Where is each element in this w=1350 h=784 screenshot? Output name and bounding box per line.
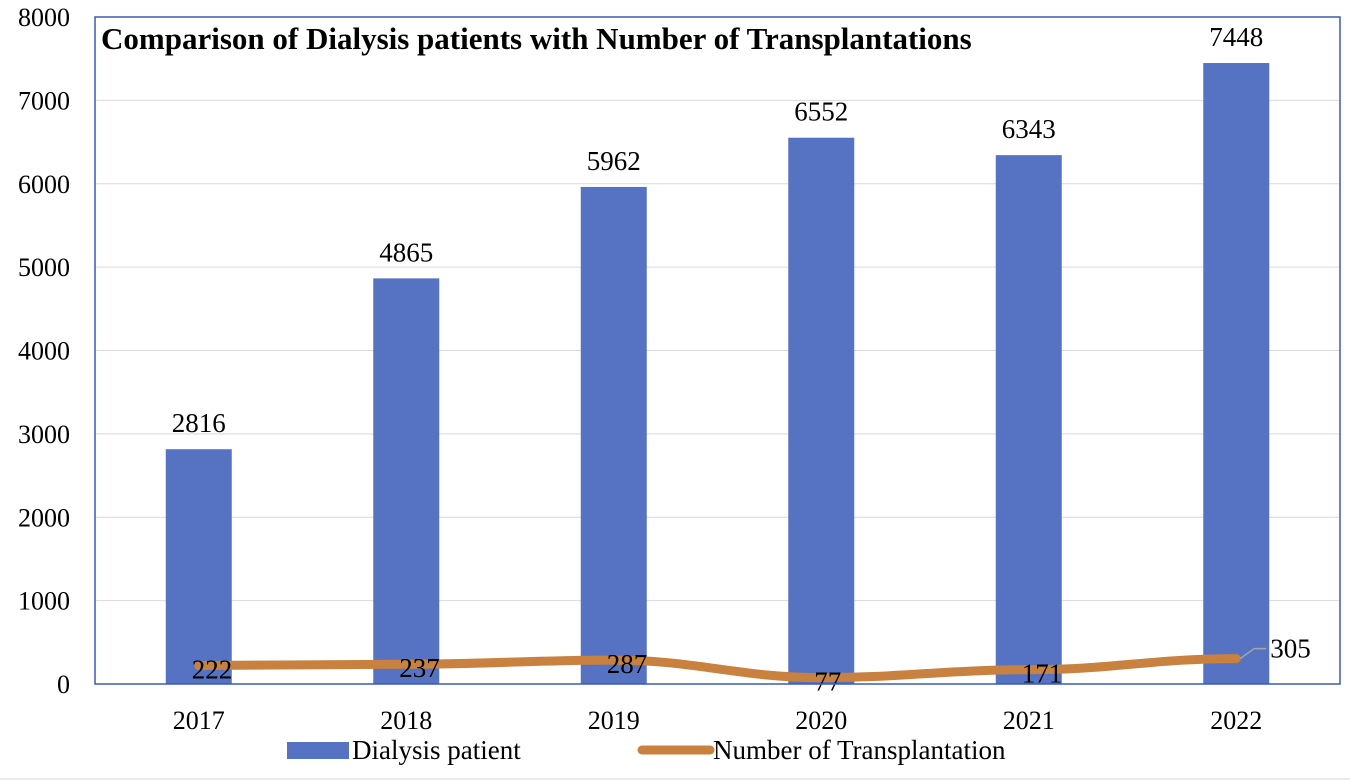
x-tick-label: 2020 (795, 706, 847, 735)
line-data-label: 222 (192, 654, 233, 684)
bar-dialysis-2019 (580, 186, 647, 684)
line-point-2019 (609, 655, 619, 665)
bar-series: 2816 4865 5962 6552 6343 7448 (165, 22, 1270, 685)
bar-data-label: 5962 (587, 146, 641, 176)
line-data-label: 77 (814, 667, 841, 697)
line-data-label: 305 (1270, 634, 1311, 664)
y-tick-label: 1000 (18, 587, 70, 616)
y-tick-label: 5000 (18, 253, 70, 282)
bar-data-label: 6552 (794, 97, 848, 127)
y-tick-label: 3000 (18, 420, 70, 449)
x-tick-label: 2021 (1003, 706, 1055, 735)
bar-dialysis-2020 (788, 137, 855, 685)
x-tick-label: 2022 (1210, 706, 1262, 735)
x-tick-label: 2017 (173, 706, 225, 735)
line-point-2018 (401, 659, 411, 669)
legend-label-dialysis: Dialysis patient (352, 735, 521, 765)
bar-dialysis-2017 (165, 449, 232, 684)
chart-title: Comparison of Dialysis patients with Num… (101, 21, 972, 56)
line-point-2021 (1024, 665, 1034, 675)
y-tick-label: 2000 (18, 503, 70, 532)
line-point-2022 (1231, 654, 1241, 664)
line-transplantation (194, 654, 1241, 683)
leader-line (1239, 647, 1267, 660)
bar-data-label: 2816 (172, 408, 226, 438)
y-tick-label: 0 (57, 670, 70, 699)
bar-data-label: 4865 (379, 237, 433, 267)
legend-swatch-dialysis (287, 742, 349, 759)
bar-dialysis-2018 (373, 278, 440, 684)
bar-data-label: 6343 (1002, 114, 1056, 144)
y-tick-label: 6000 (18, 170, 70, 199)
y-axis: 0 1000 2000 3000 4000 5000 6000 7000 8000 (18, 3, 70, 699)
plot-area-frame (94, 16, 1341, 685)
bar-data-label: 7448 (1209, 22, 1263, 52)
y-tick-label: 7000 (18, 86, 70, 115)
bar-dialysis-2022 (1203, 63, 1270, 684)
legend-label-transplantation: Number of Transplantation (713, 735, 1006, 765)
bar-dialysis-2021 (995, 155, 1062, 685)
line-point-2017 (194, 660, 204, 670)
line-data-label: 287 (607, 649, 648, 679)
legend: Dialysis patient Number of Transplantatio… (287, 735, 1006, 765)
line-data-label: 237 (399, 653, 440, 683)
x-tick-label: 2019 (588, 706, 640, 735)
line-point-2020 (816, 673, 826, 683)
x-tick-label: 2018 (380, 706, 432, 735)
y-tick-label: 8000 (18, 3, 70, 32)
y-tick-label: 4000 (18, 337, 70, 366)
